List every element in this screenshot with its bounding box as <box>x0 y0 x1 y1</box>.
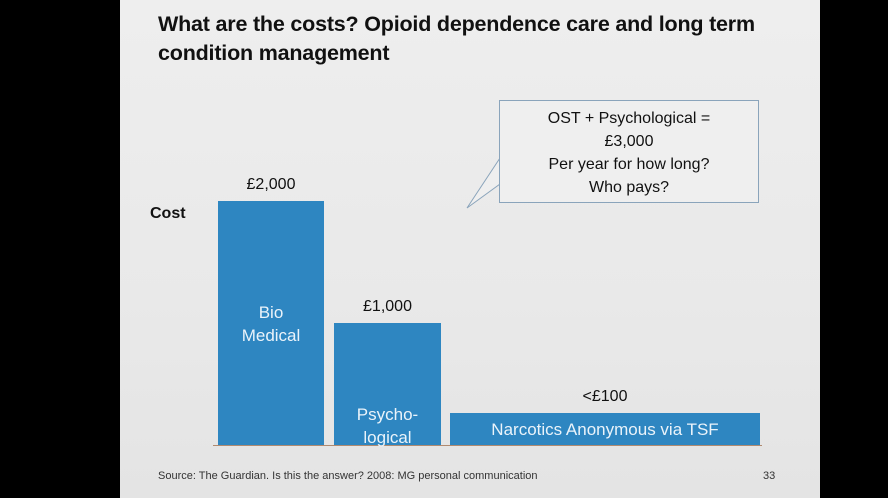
bar-3 <box>450 413 760 445</box>
page-number: 33 <box>763 470 776 482</box>
callout-line: £3,000 <box>604 133 654 150</box>
bar-1 <box>218 201 324 445</box>
value-label: £1,000 <box>363 298 412 315</box>
bar-label-line: logical <box>363 428 412 447</box>
y-axis-label: Cost <box>150 205 186 222</box>
bar-label-line: Medical <box>241 326 301 345</box>
bar-label: Narcotics Anonymous via TSF <box>450 418 760 441</box>
callout-line: Per year for how long? <box>548 156 710 173</box>
value-label: <£100 <box>582 388 628 405</box>
callout-line: Who pays? <box>588 179 670 196</box>
callout-line: OST + Psychological = <box>547 110 711 127</box>
bar-label: Bio Medical <box>218 301 324 347</box>
source-footnote: Source: The Guardian. Is this the answer… <box>158 470 538 482</box>
slide: What are the costs? Opioid dependence ca… <box>120 0 820 498</box>
bar-2 <box>334 323 441 445</box>
bar-label-line: Bio <box>258 303 284 322</box>
x-axis-baseline <box>213 445 762 446</box>
bar-label: Psycho-logical <box>334 403 441 449</box>
slide-title: What are the costs? Opioid dependence ca… <box>158 12 755 65</box>
bar-label-line: Narcotics Anonymous via TSF <box>491 420 719 439</box>
bar-label-line: Psycho- <box>356 405 419 424</box>
callout-box: OST + Psychological = £3,000 Per year fo… <box>499 100 759 203</box>
value-label: £2,000 <box>246 176 296 193</box>
